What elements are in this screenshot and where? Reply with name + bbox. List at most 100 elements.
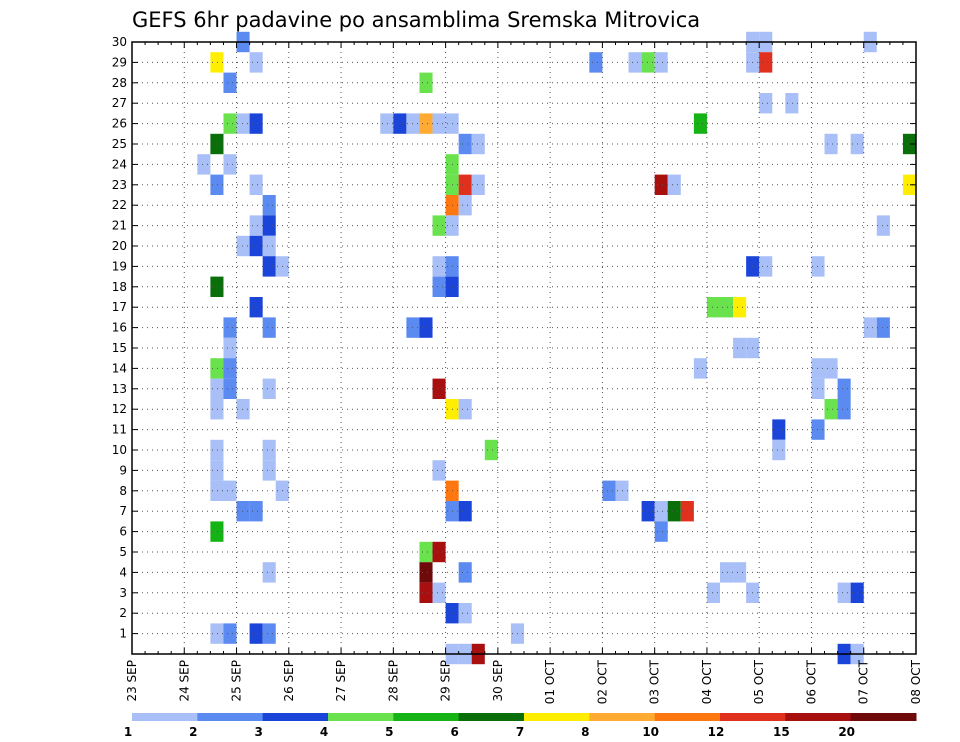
heatmap-cell <box>458 195 472 216</box>
x-tick-label: 27 SEP <box>334 660 348 702</box>
heatmap-cell <box>589 52 603 73</box>
heatmap-cell <box>262 195 276 216</box>
legend-label: 3 <box>254 725 262 739</box>
heatmap-cell <box>484 439 498 461</box>
heatmap-cell <box>210 133 224 155</box>
y-tick-label: 14 <box>112 361 127 375</box>
heatmap-cell <box>471 174 485 195</box>
y-tick-label: 7 <box>119 504 127 518</box>
heatmap-cell <box>876 215 890 236</box>
heatmap-cell <box>432 378 446 399</box>
heatmap-cell <box>262 460 276 481</box>
heatmap-cell <box>837 378 851 399</box>
legend-swatch <box>132 713 198 721</box>
legend-label: 2 <box>189 725 197 739</box>
y-tick-label: 8 <box>119 484 127 498</box>
heatmap-cell <box>249 297 263 318</box>
heatmap-cell <box>458 501 472 522</box>
heatmap-cell <box>654 174 668 195</box>
heatmap-cell <box>876 317 890 338</box>
heatmap-cell <box>210 460 224 481</box>
y-tick-label: 20 <box>112 239 127 253</box>
heatmap-cell <box>772 419 786 440</box>
y-tick-label: 24 <box>112 157 127 171</box>
y-tick-label: 3 <box>119 586 127 600</box>
heatmap-cell <box>236 235 250 257</box>
heatmap-cell <box>223 337 237 359</box>
y-tick-label: 4 <box>119 565 127 579</box>
y-tick-label: 21 <box>112 219 127 233</box>
legend-label: 8 <box>581 725 589 739</box>
heatmap-cell <box>824 358 838 379</box>
legend-swatch <box>458 713 525 721</box>
y-tick-label: 30 <box>112 35 127 49</box>
x-axis: 23 SEP 24 SEP 25 SEP 26 SEP 27 SEP 28 SEP 29 S… <box>125 42 923 704</box>
heatmap-cell <box>759 256 773 277</box>
heatmap-cell <box>759 52 773 73</box>
legend-swatch <box>524 713 590 721</box>
heatmap-cell <box>236 113 250 134</box>
heatmap-cell <box>733 337 747 359</box>
heatmap-cell <box>262 215 276 236</box>
heatmap-cell <box>667 174 681 195</box>
heatmap-cell <box>210 439 224 461</box>
x-tick-label: 05 OCT <box>752 659 766 704</box>
x-tick-label: 06 OCT <box>804 659 818 704</box>
heatmap-cell <box>236 399 250 420</box>
heatmap-cell <box>249 215 263 236</box>
grid <box>132 42 916 654</box>
heatmap-cell <box>471 133 485 155</box>
heatmap-cell <box>785 93 799 114</box>
y-tick-label: 15 <box>112 341 127 355</box>
heatmap-cell <box>432 113 446 134</box>
x-tick-label: 07 OCT <box>857 659 871 704</box>
heatmap-cell <box>223 72 237 93</box>
heatmap-cell <box>733 562 747 583</box>
x-tick-label: 01 OCT <box>543 659 557 704</box>
legend-swatch <box>393 713 460 721</box>
y-tick-label: 23 <box>112 178 127 192</box>
heatmap-cell <box>249 113 263 134</box>
heatmap-cell <box>223 378 237 399</box>
heatmap-cell <box>223 480 237 501</box>
heatmap-cell <box>720 562 734 583</box>
heatmap-cell <box>602 480 616 501</box>
y-axis: 1234567891011121314151617181920212223242… <box>112 35 916 641</box>
x-tick-label: 28 SEP <box>386 660 400 702</box>
heatmap-cell <box>419 72 433 93</box>
heatmap-cell <box>432 460 446 481</box>
legend-label: 10 <box>642 725 659 739</box>
heatmap-cell <box>458 603 472 624</box>
heatmap-cell <box>223 154 237 175</box>
heatmap-cell <box>249 501 263 522</box>
heatmap-cell <box>393 113 407 134</box>
y-tick-label: 16 <box>112 321 127 335</box>
heatmap-cell <box>210 521 224 542</box>
heatmap-cell <box>210 174 224 195</box>
x-tick-label: 03 OCT <box>648 659 662 704</box>
legend-swatch <box>850 713 917 721</box>
heatmap-cell <box>210 276 224 297</box>
heatmap-cell <box>654 521 668 542</box>
heatmap-cell <box>759 93 773 114</box>
heatmap-cell <box>380 113 394 134</box>
heatmap-cell <box>628 52 642 73</box>
heatmap-cell <box>223 358 237 379</box>
heatmap-cell <box>249 174 263 195</box>
legend-label: 4 <box>320 725 328 739</box>
x-tick-label: 04 OCT <box>700 659 714 704</box>
heatmap-cell <box>262 317 276 338</box>
heatmap-cell <box>262 378 276 399</box>
chart-title: GEFS 6hr padavine po ansamblima Sremska … <box>132 8 700 32</box>
y-tick-label: 22 <box>112 198 127 212</box>
heatmap-cell <box>419 541 433 563</box>
heatmap-cell <box>262 235 276 257</box>
heatmap-cell <box>902 133 916 155</box>
legend-swatch <box>197 713 264 721</box>
heatmap-cell <box>210 623 224 644</box>
heatmap-cell <box>223 113 237 134</box>
heatmap-cell <box>262 623 276 644</box>
heatmap-cell <box>902 174 916 195</box>
heatmap-cell <box>863 317 877 338</box>
heatmap-cell <box>419 582 433 603</box>
